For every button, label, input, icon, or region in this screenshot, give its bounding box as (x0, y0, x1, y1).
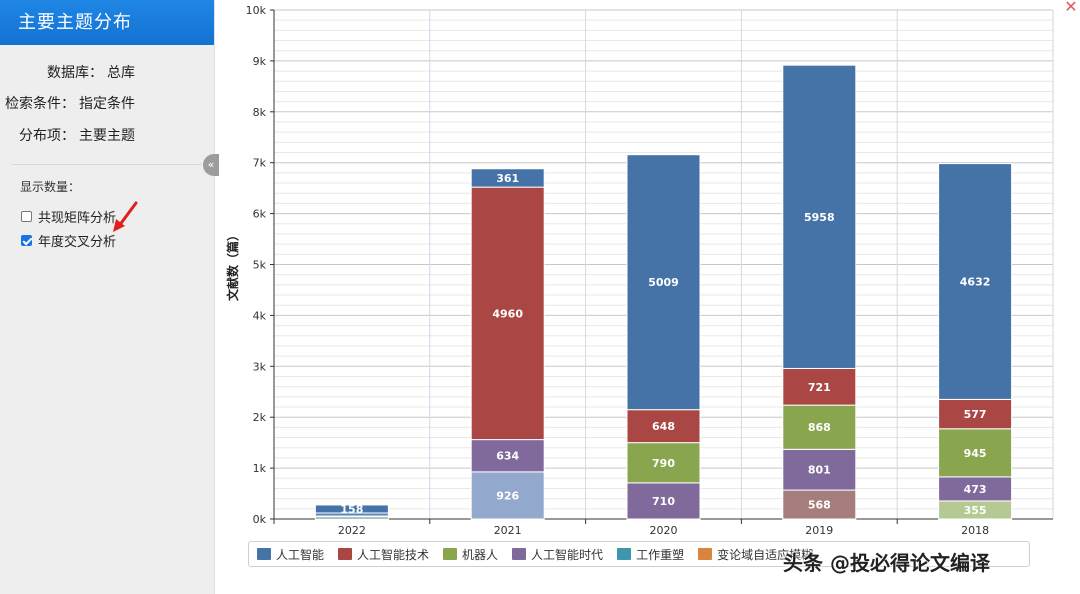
y-tick-label: 5k (253, 259, 267, 272)
display-count-label: 显示数量： (20, 180, 81, 194)
meta-label: 检索条件： (5, 96, 75, 112)
bar-data-label: 634 (496, 450, 519, 463)
bar-segment (314, 504, 389, 514)
bar-segment (782, 404, 857, 450)
legend-item[interactable]: 机器人 (443, 546, 498, 563)
meta-value: 总库 (107, 65, 135, 81)
legend-swatch (617, 548, 632, 560)
legend-item[interactable]: 人工智能 (257, 546, 324, 563)
bar-data-label: 361 (496, 172, 519, 185)
bar-data-label: 868 (808, 421, 831, 434)
bar-data-label: 721 (808, 381, 831, 394)
y-tick-label: 7k (253, 157, 267, 170)
bar-data-label: 926 (496, 489, 519, 502)
bar-data-label: 577 (964, 408, 987, 421)
y-tick-label: 3k (253, 360, 267, 373)
meta-row-distribution: 分布项： 主要主题 (0, 121, 135, 153)
x-tick-label: 2019 (805, 524, 833, 537)
bar-segment (626, 409, 701, 444)
sidebar-title: 主要主题分布 (0, 0, 214, 45)
x-tick-label: 2022 (338, 524, 366, 537)
stacked-bar-chart: 0k 1k 2k 3k 4k 5k 6k 7k 8k 9k 10k 文献数（篇） 158 2022 926 6… (225, 4, 1054, 537)
meta-value: 指定条件 (79, 96, 135, 112)
bar-segment (470, 168, 545, 188)
sidebar-divider (12, 164, 202, 165)
x-tick-label: 2021 (494, 524, 522, 537)
x-tick-label: 2018 (961, 524, 989, 537)
y-tick-label: 9k (253, 55, 267, 68)
y-tick-label: 10k (246, 4, 267, 17)
bar-segment (626, 442, 701, 484)
legend-swatch (512, 548, 527, 560)
bar-segment (626, 154, 701, 411)
bar-data-label: 4632 (960, 276, 991, 289)
bar-segment (938, 398, 1013, 430)
red-arrow-icon (113, 201, 138, 232)
legend-swatch (698, 548, 713, 560)
y-tick-label: 8k (253, 106, 267, 119)
bar-segment (782, 489, 857, 520)
bar-segment (938, 163, 1013, 400)
bar-segment (470, 471, 545, 520)
legend-label: 工作重塑 (636, 547, 685, 562)
close-icon[interactable]: ✕ (1064, 0, 1078, 16)
bar-segment (782, 64, 857, 369)
bar-segment (782, 448, 857, 491)
legend-item[interactable]: 工作重塑 (617, 546, 684, 563)
bar-data-label: 945 (964, 447, 987, 460)
y-tick-label: 0k (253, 513, 267, 526)
x-tick-label: 2020 (650, 524, 678, 537)
legend-swatch (257, 548, 271, 560)
meta-row-database: 数据库： 总库 (0, 58, 135, 90)
legend-label: 人工智能 (276, 547, 325, 562)
option-label: 共现矩阵分析 (38, 211, 117, 226)
bar-data-label: 5009 (648, 276, 679, 289)
bar-data-label: 158 (340, 503, 363, 516)
bar-data-label: 710 (652, 495, 675, 508)
bar-data-label: 5958 (804, 211, 835, 224)
legend-item[interactable]: 人工智能时代 (512, 546, 603, 563)
y-tick-label: 4k (253, 309, 267, 322)
legend-label: 人工智能技术 (357, 547, 430, 562)
watermark: 头条 @投必得论文编译 (783, 551, 990, 575)
option-label: 年度交叉分析 (38, 235, 117, 250)
bar-data-label: 790 (652, 457, 675, 470)
legend-swatch (338, 548, 353, 560)
legend-label: 变论域自适应模糊 (717, 547, 814, 562)
legend-item[interactable]: 变论域自适应模糊 (698, 546, 813, 563)
bar-segment (938, 476, 1013, 502)
collapse-sidebar-button[interactable]: « (203, 154, 219, 176)
bar-segment (782, 367, 857, 406)
annual-cross-checkbox[interactable] (21, 235, 32, 246)
y-axis-label: 文献数（篇） (225, 229, 240, 301)
bar-data-label: 4960 (492, 307, 523, 320)
bar-data-label: 568 (808, 499, 831, 512)
meta-label: 分布项： (19, 128, 75, 144)
cooccurrence-checkbox[interactable] (21, 211, 32, 222)
legend-item[interactable]: 人工智能技术 (338, 546, 429, 563)
bar-data-label: 355 (964, 504, 987, 517)
bar-data-label: 648 (652, 420, 675, 433)
bar-segment (470, 186, 545, 441)
legend-swatch (443, 548, 458, 560)
bar-data-label: 801 (808, 464, 831, 477)
legend-label: 人工智能时代 (531, 547, 604, 562)
bar-segment (938, 428, 1013, 478)
meta-row-conditions: 检索条件： 指定条件 (0, 89, 135, 121)
meta-label: 数据库： (47, 65, 103, 81)
y-tick-label: 6k (253, 208, 267, 221)
bar-data-label: 473 (964, 483, 987, 496)
annual-cross-analysis-option[interactable]: 年度交叉分析 (21, 231, 116, 250)
sidebar: 主要主题分布 数据库： 总库 检索条件： 指定条件 分布项： 主要主题 « 显示数量：… (0, 0, 219, 594)
cooccurrence-matrix-option[interactable]: 共现矩阵分析 (21, 207, 116, 226)
meta-value: 主要主题 (79, 128, 135, 144)
chart-legend: 人工智能 人工智能技术 机器人 人工智能时代 工作重塑 变论域自适应模糊 (248, 541, 1030, 567)
y-tick-label: 1k (253, 462, 267, 475)
y-tick-label: 2k (253, 411, 267, 424)
legend-label: 机器人 (462, 547, 499, 562)
